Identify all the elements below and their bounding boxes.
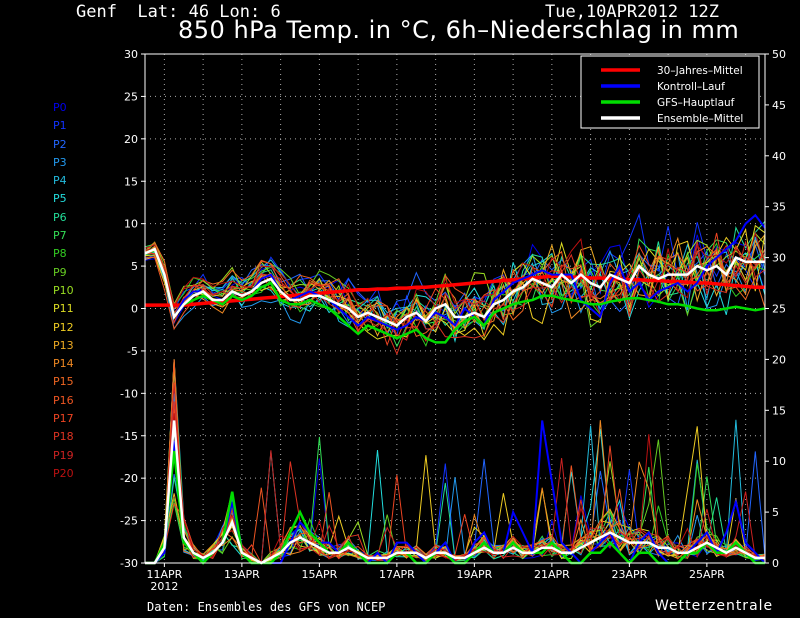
legend-label: Kontroll–Lauf (657, 81, 725, 93)
ensemble-member-lines (144, 212, 766, 565)
member-label-p18: P18 (53, 430, 74, 444)
x-tick-label: 23APR (611, 568, 647, 581)
x-tick-label: 15APR (301, 568, 337, 581)
y-left-tick-label: 15 (124, 175, 138, 188)
y-right-tick-label: 20 (772, 353, 786, 366)
y-left-tick-label: -15 (120, 430, 138, 443)
temp-series-line (144, 247, 766, 344)
x-tick-label: 13APR (224, 568, 260, 581)
y-left-tick-label: -30 (120, 557, 138, 570)
brand-label: Wetterzentrale (655, 598, 774, 614)
y-left-tick-label: 25 (124, 90, 138, 103)
chart-legend: 30–Jahres–Mittel Kontroll–Lauf GFS–Hauptla… (580, 55, 760, 129)
y-right-tick-label: 35 (772, 201, 786, 214)
legend-box (580, 55, 760, 129)
member-label-p13: P13 (53, 338, 74, 352)
member-label-p16: P16 (53, 393, 74, 407)
temp-series-line (145, 274, 765, 307)
chart-title: 850 hPa Temp. in °C, 6h–Niederschlag in … (178, 16, 740, 44)
y-left-tick-label: -10 (120, 387, 138, 400)
x-tick-label: 21APR (534, 568, 570, 581)
member-label-p19: P19 (53, 448, 74, 462)
member-label-p7: P7 (53, 229, 67, 243)
member-label-p11: P11 (53, 302, 74, 316)
run-date-label: Tue,10APR2012 12Z (545, 2, 719, 22)
y-right-tick-label: 40 (772, 150, 786, 163)
y-right-tick-label: 25 (772, 303, 786, 316)
data-source-label: Daten: Ensembles des GFS von NCEP (147, 600, 386, 614)
y-right-tick-label: 0 (772, 557, 779, 570)
legend-label: Ensemble–Mittel (657, 113, 743, 125)
member-label-p6: P6 (53, 210, 67, 224)
y-left-tick-label: 10 (124, 218, 138, 231)
x-tick-label: 19APR (456, 568, 492, 581)
x-tick-label: 25APR (689, 568, 725, 581)
member-label-p1: P1 (53, 119, 67, 133)
y-right-tick-label: 50 (772, 48, 786, 61)
member-label-p15: P15 (53, 375, 74, 389)
y-left-tick-label: 0 (131, 303, 138, 316)
member-label-p9: P9 (53, 265, 67, 279)
member-temp-line-p19 (144, 240, 766, 341)
temp-series-line (144, 247, 765, 327)
member-label-p5: P5 (53, 192, 67, 206)
member-temp-line-p10 (144, 232, 766, 332)
member-precip-line-p17 (145, 445, 766, 564)
main-series-lines (144, 213, 766, 565)
ensemble-member-list: P0 P1 P2 P3 P4 P5 P6 P7 P8 P9 P10 P11 P12 P13 P14 P15 P1… (53, 101, 74, 485)
member-label-p10: P10 (53, 283, 74, 297)
y-left-tick-label: 30 (124, 48, 138, 61)
y-left-tick-label: -20 (120, 472, 138, 485)
y-left-tick-label: -25 (120, 515, 138, 528)
member-label-p17: P17 (53, 412, 74, 426)
y-right-tick-label: 5 (772, 506, 779, 519)
precip-series-line (145, 420, 765, 565)
legend-label: 30–Jahres–Mittel (657, 65, 743, 77)
member-label-p3: P3 (53, 155, 67, 169)
y-left-tick-label: 5 (131, 260, 138, 273)
member-label-p8: P8 (53, 247, 67, 261)
x-tick-label: 17APR (379, 568, 415, 581)
x-tick-label: 11APR (146, 568, 182, 581)
member-label-p2: P2 (53, 137, 67, 151)
y-left-tick-label: 20 (124, 133, 138, 146)
member-label-p4: P4 (53, 174, 67, 188)
y-right-tick-label: 45 (772, 99, 786, 112)
x-tick-sublabel: 2012 (150, 580, 178, 593)
member-label-p14: P14 (53, 357, 74, 371)
location-label: Genf Lat: 46 Lon: 6 (76, 2, 281, 22)
y-right-tick-label: 30 (772, 252, 786, 265)
member-label-p12: P12 (53, 320, 74, 334)
member-label-p0: P0 (53, 101, 67, 114)
member-label-p20: P20 (53, 466, 74, 480)
chart-axes: -30 -25 -20 -15 -10 -5 0 5 10 15 20 25 30 0 5 10 15 20 25 3… (120, 48, 786, 593)
y-left-tick-label: -5 (127, 345, 138, 358)
member-temp-line-p5 (144, 249, 766, 343)
y-right-tick-label: 10 (772, 455, 786, 468)
legend-label: GFS–Hauptlauf (657, 97, 735, 109)
y-right-tick-label: 15 (772, 404, 786, 417)
